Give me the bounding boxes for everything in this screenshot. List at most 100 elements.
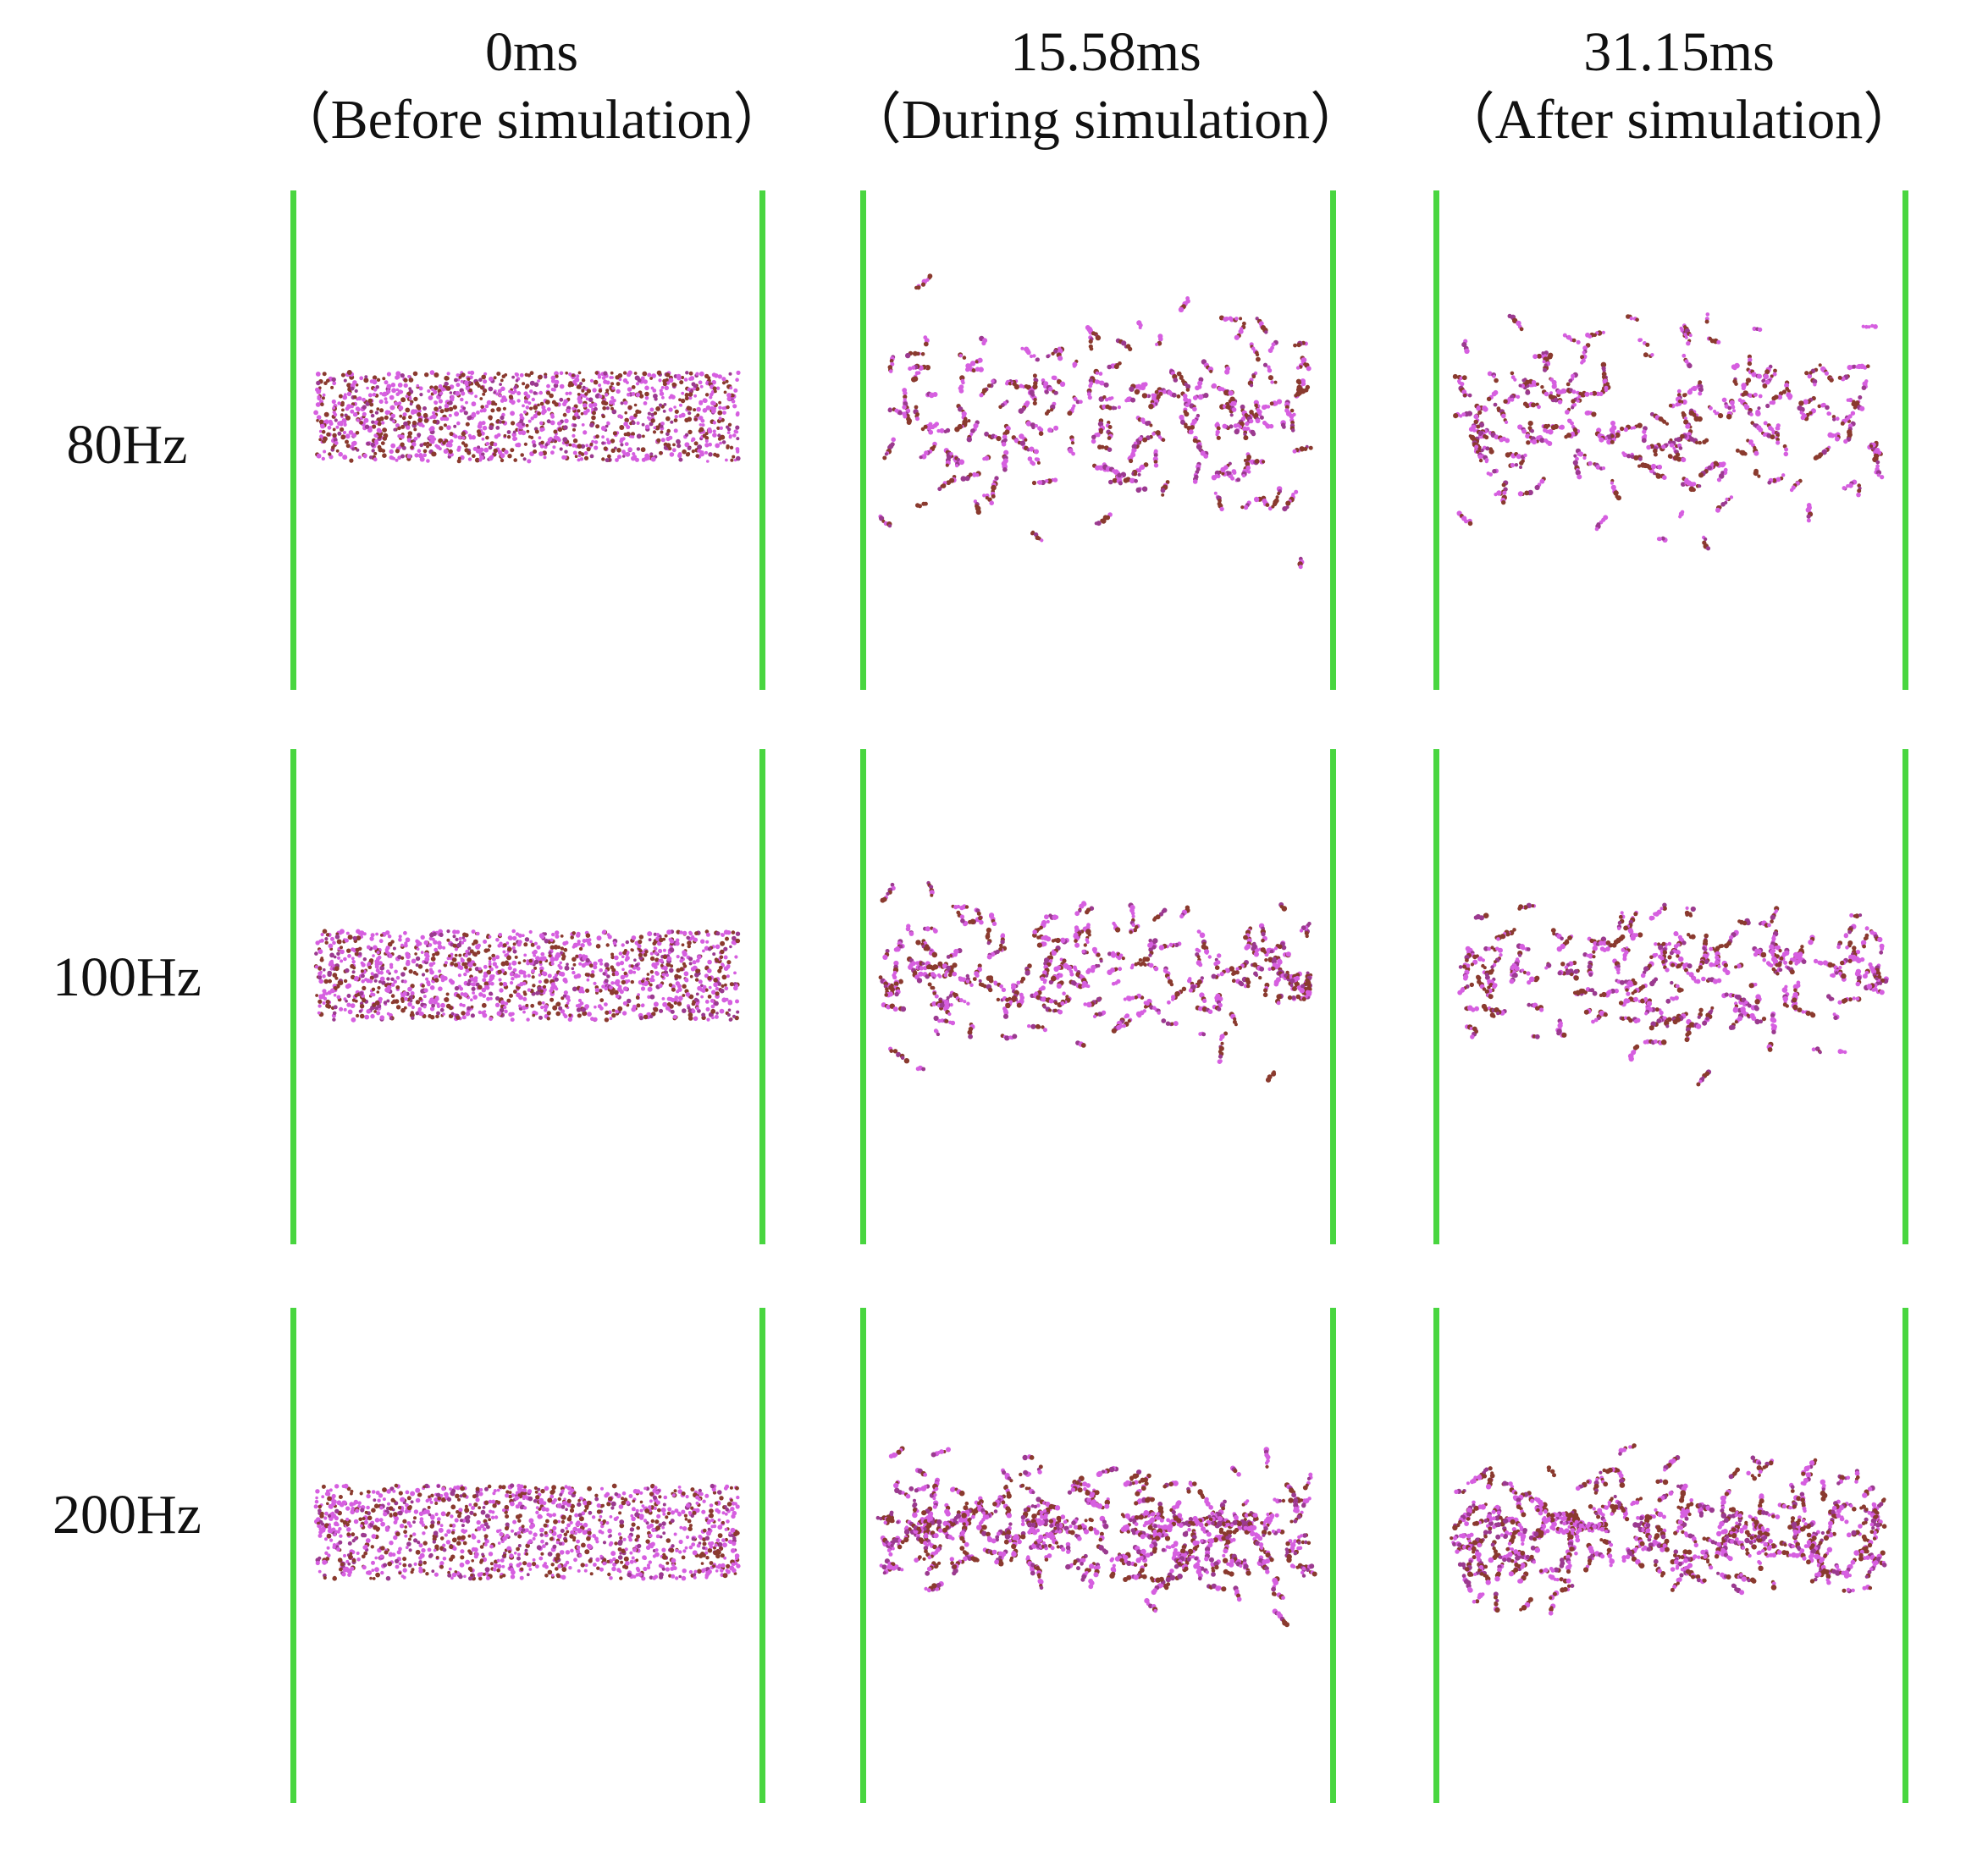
particle <box>1846 484 1850 488</box>
particle <box>1477 430 1484 437</box>
particle <box>1653 471 1657 476</box>
particle <box>651 975 654 979</box>
particle <box>652 941 657 946</box>
row-label-100hz: 100Hz <box>52 946 202 1008</box>
particle <box>574 411 579 417</box>
particle <box>416 947 420 951</box>
particle <box>1153 460 1158 464</box>
particle <box>1637 464 1642 468</box>
particle <box>653 411 658 416</box>
particle <box>506 430 511 434</box>
particle <box>1487 371 1493 377</box>
particle <box>1098 372 1103 376</box>
particle <box>682 1008 687 1013</box>
particle <box>1293 343 1297 348</box>
particle <box>367 962 372 967</box>
particle <box>589 443 594 447</box>
particle <box>461 431 466 437</box>
particle <box>533 966 538 970</box>
particle <box>666 956 672 962</box>
particle <box>653 394 658 399</box>
particle <box>1584 391 1590 397</box>
particle <box>649 452 654 456</box>
particle <box>435 1014 439 1019</box>
particle <box>958 388 964 394</box>
particle <box>1040 538 1044 543</box>
particle <box>471 929 476 935</box>
particle <box>446 372 450 376</box>
particle <box>1051 351 1055 356</box>
particle <box>592 402 598 407</box>
particle <box>357 455 362 460</box>
particle <box>1547 441 1553 446</box>
particle <box>332 433 337 438</box>
particle <box>431 388 435 392</box>
particle <box>1488 449 1494 455</box>
particle <box>573 974 578 979</box>
particle <box>1571 405 1575 410</box>
particle <box>395 449 400 454</box>
particle <box>1001 987 1007 993</box>
particle <box>948 994 953 998</box>
particle <box>1262 460 1266 464</box>
particle <box>470 1013 475 1018</box>
particle <box>319 994 325 1000</box>
particle <box>346 383 351 388</box>
particle <box>461 962 466 967</box>
particle <box>342 455 348 460</box>
particle <box>523 442 527 446</box>
particle <box>457 973 461 978</box>
particle <box>328 943 334 949</box>
particle <box>1242 426 1248 432</box>
particle <box>643 401 648 405</box>
particle <box>500 378 504 383</box>
particle <box>1178 306 1185 312</box>
particle <box>725 997 729 1001</box>
particle <box>362 405 367 410</box>
particle <box>605 943 610 947</box>
particle <box>498 933 503 937</box>
particle <box>1228 390 1234 396</box>
particle <box>733 985 738 991</box>
particle <box>316 380 321 386</box>
particle <box>1219 506 1224 512</box>
particle <box>1197 394 1204 400</box>
particle <box>572 438 578 444</box>
particle <box>354 951 360 957</box>
particle <box>513 389 517 394</box>
particle <box>653 946 657 950</box>
particle <box>699 416 704 421</box>
particle <box>1613 490 1619 496</box>
particle <box>580 943 585 948</box>
particle <box>400 434 405 439</box>
particle <box>570 935 574 940</box>
particle <box>488 962 492 966</box>
particle <box>1091 438 1096 444</box>
particle <box>659 450 663 455</box>
particle <box>638 949 643 953</box>
particle <box>456 993 461 998</box>
particle <box>379 416 384 422</box>
particle <box>332 973 338 978</box>
particle <box>431 1003 435 1008</box>
particle <box>1460 382 1465 387</box>
particle <box>610 376 614 379</box>
particle <box>373 457 378 462</box>
particle <box>397 955 402 960</box>
particle <box>1574 431 1578 435</box>
particle <box>477 449 481 454</box>
particle <box>921 454 927 460</box>
particle <box>1762 383 1768 389</box>
particle <box>1161 493 1165 497</box>
particle <box>1782 444 1787 449</box>
particle <box>543 1004 549 1010</box>
particle <box>1291 995 1296 1001</box>
particle <box>328 979 332 984</box>
particle <box>562 412 567 417</box>
particle <box>697 985 702 991</box>
particle <box>581 389 585 393</box>
particle <box>1863 365 1868 370</box>
particle <box>1861 385 1867 390</box>
right-boundary-wall <box>1330 190 1336 690</box>
particle <box>577 395 582 400</box>
